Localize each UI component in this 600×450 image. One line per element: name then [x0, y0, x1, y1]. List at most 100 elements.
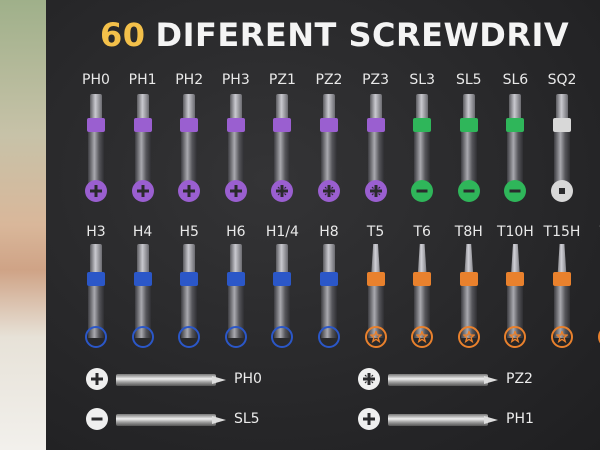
bit-shank [88, 132, 104, 184]
bit-shank [554, 286, 570, 338]
screwdriver-bit [85, 244, 107, 340]
bit-tip [90, 244, 102, 272]
screwdriver-bit [504, 244, 526, 340]
pozidriv-icon [318, 180, 340, 202]
screwdriver-bit [225, 244, 247, 340]
phillips-icon [86, 368, 108, 390]
hex-icon [271, 326, 294, 348]
color-ring [366, 272, 385, 286]
bit-tip [371, 244, 380, 272]
bit-tip [464, 244, 473, 272]
pozidriv-icon [358, 368, 380, 390]
hex-icon [131, 326, 154, 348]
screwdriver-bit [551, 94, 573, 190]
bit-shank [554, 132, 570, 184]
bit-tip [369, 94, 382, 118]
sample-bit: PH1 [358, 408, 548, 432]
bit-tip [276, 244, 289, 272]
bit-tip [276, 94, 289, 118]
phillips-icon [358, 408, 380, 430]
color-ring [553, 272, 571, 286]
bit-label: T2 [586, 224, 600, 240]
bit-label: SL5 [456, 72, 482, 88]
slotted-icon [457, 180, 480, 202]
bit-tip [229, 94, 242, 118]
sample-bit: PZ2 [358, 368, 548, 392]
screwdriver-bit [458, 94, 480, 190]
bit-tip [212, 376, 226, 384]
bit-tip [556, 94, 568, 118]
sample-bit: SL5 [86, 408, 276, 432]
color-ring [273, 118, 292, 132]
hex-icon [178, 326, 201, 348]
screwdriver-bit [271, 244, 293, 340]
bit-label: PH3 [221, 72, 250, 88]
bit-body [116, 414, 216, 426]
bit-shank [321, 286, 337, 338]
torx-icon [504, 326, 527, 348]
screwdriver-bit [132, 244, 154, 340]
bit-tip [90, 94, 102, 118]
screwdriver-bit [132, 94, 154, 190]
bit-tip [136, 94, 149, 118]
bit-label: H6 [226, 224, 246, 240]
bit-label: PZ3 [362, 72, 390, 88]
screwdriver-bit [365, 94, 387, 190]
bit-shank [274, 286, 291, 338]
pozidriv-icon [364, 180, 387, 202]
bit-shank [414, 132, 431, 184]
bit-label: H1/4 [265, 224, 299, 240]
color-ring [87, 272, 105, 286]
bit-label: SQ2 [547, 72, 577, 88]
screwdriver-bit [551, 244, 573, 340]
bit-tip [183, 244, 196, 272]
bit-label: SL3 [409, 72, 435, 88]
bit-shank [134, 286, 151, 338]
bit-label: T8H [454, 224, 483, 240]
bit-tip [511, 244, 520, 272]
bit-label: PH1 [128, 72, 157, 88]
color-ring [133, 118, 152, 132]
bit-label: T5 [366, 224, 385, 240]
background-photo-hand [0, 0, 46, 450]
color-ring [413, 272, 432, 286]
color-ring [180, 118, 199, 132]
bit-shank [507, 132, 524, 184]
bit-body [388, 374, 488, 386]
bit-body [388, 414, 488, 426]
bit-shank [181, 132, 198, 184]
screwdriver-bit [318, 244, 340, 340]
sample-label: SL5 [234, 411, 260, 427]
bit-shank [507, 286, 524, 338]
bit-tip [323, 94, 335, 118]
bit-shank [367, 132, 384, 184]
bit-shank [321, 132, 337, 184]
bit-tip [183, 94, 196, 118]
slotted-icon [411, 180, 434, 202]
color-ring [133, 272, 152, 286]
screwdriver-bit [85, 94, 107, 190]
bit-label: H5 [179, 224, 199, 240]
sample-label: PH1 [506, 411, 534, 427]
color-ring [459, 118, 478, 132]
color-ring [320, 118, 338, 132]
bit-tip [484, 376, 498, 384]
bit-shank [367, 286, 384, 338]
color-ring [459, 272, 478, 286]
bit-shank [460, 132, 477, 184]
bit-label: H4 [132, 224, 153, 240]
bit-label: PZ2 [315, 72, 343, 88]
color-ring [320, 272, 338, 286]
phillips-icon [224, 180, 247, 202]
color-ring [273, 272, 292, 286]
torx-icon [457, 326, 480, 348]
screwdriver-bit [411, 94, 433, 190]
torx-icon [411, 326, 434, 348]
hex-icon [318, 326, 340, 348]
bit-shank [460, 286, 477, 338]
bit-label: H8 [319, 224, 339, 240]
sample-bit: PH0 [86, 368, 276, 392]
pozidriv-icon [271, 180, 294, 202]
bit-label: T10H [496, 224, 534, 240]
bit-tip [417, 244, 427, 272]
